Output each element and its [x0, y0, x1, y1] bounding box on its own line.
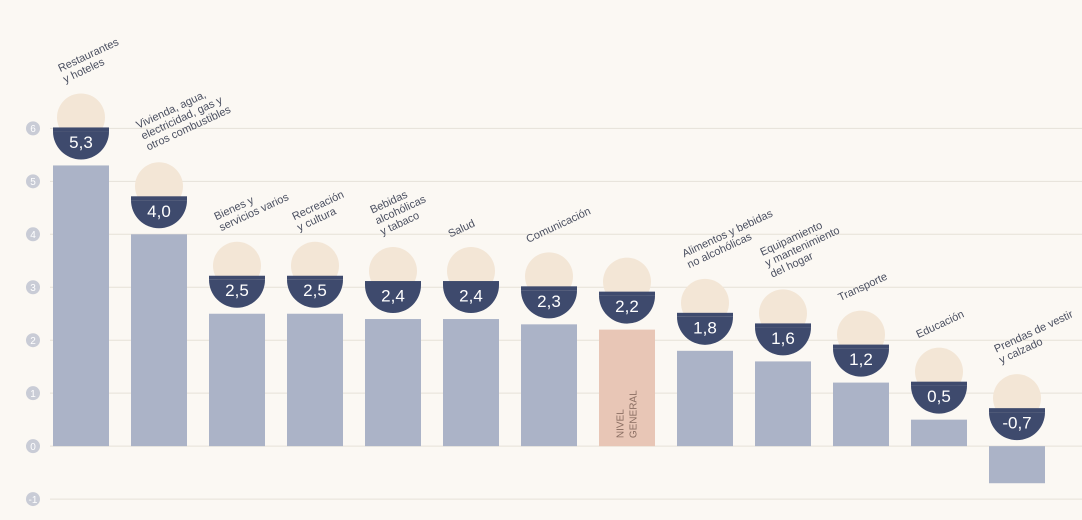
tick-badge	[26, 280, 40, 295]
value-badge-top	[131, 196, 187, 201]
value-label: 5,3	[69, 133, 93, 152]
value-label: 4,0	[147, 202, 171, 221]
category-label-line: Educación	[914, 308, 966, 341]
bar	[677, 350, 733, 447]
category-label: NIVEL GENERAL	[616, 390, 640, 438]
value-badge-top	[521, 286, 577, 291]
bar	[209, 313, 265, 447]
y-tick-label: 0	[30, 442, 36, 453]
value-label: 1,2	[849, 350, 873, 369]
category-label-line: Comunicación	[524, 205, 592, 245]
tick-badge	[26, 439, 40, 454]
tick-badge	[26, 174, 40, 189]
value-label: -0,7	[1002, 414, 1031, 433]
bar	[131, 234, 187, 447]
category-label: Educación	[914, 308, 966, 341]
value-badge	[833, 348, 889, 377]
bar	[599, 329, 655, 447]
bar	[989, 446, 1045, 484]
value-label: 1,6	[771, 329, 795, 348]
value-badge-top	[599, 291, 655, 296]
value-label: 2,4	[459, 287, 483, 306]
y-tick-label: 2	[30, 336, 36, 347]
bar	[833, 382, 889, 447]
value-badge-top	[365, 281, 421, 286]
tick-badge	[26, 227, 40, 242]
bar	[521, 324, 577, 447]
y-tick-label: 1	[30, 389, 36, 400]
y-tick-label: -1	[29, 495, 38, 506]
value-badge	[911, 385, 967, 414]
bar	[53, 165, 109, 447]
value-badge-top	[833, 344, 889, 349]
value-label: 2,5	[225, 281, 249, 300]
value-badge	[443, 285, 499, 314]
tick-badge	[26, 386, 40, 401]
value-badge-top	[755, 323, 811, 328]
value-label: 2,4	[381, 287, 405, 306]
value-badge-top	[443, 281, 499, 286]
bar	[911, 419, 967, 447]
bar	[287, 313, 343, 447]
tick-badge	[26, 121, 40, 136]
value-label: 2,5	[303, 281, 327, 300]
value-badge	[131, 200, 187, 229]
category-label-line: Salud	[446, 218, 477, 241]
value-badge	[53, 131, 109, 160]
y-tick-label: 5	[30, 177, 36, 188]
category-label: Comunicación	[524, 205, 592, 245]
value-badge-top	[989, 408, 1045, 413]
tick-badge	[26, 492, 40, 507]
value-badge	[677, 316, 733, 345]
y-tick-label: 3	[30, 283, 36, 294]
y-tick-label: 6	[30, 124, 36, 135]
bar	[443, 319, 499, 447]
value-label: 2,3	[537, 292, 561, 311]
tick-badge	[26, 333, 40, 348]
value-badge	[365, 285, 421, 314]
value-badge-top	[677, 312, 733, 317]
value-badge-top	[287, 275, 343, 280]
category-label-line: GENERAL	[629, 390, 640, 438]
value-badge-top	[911, 381, 967, 386]
value-badge-top	[209, 275, 265, 280]
value-badge	[755, 327, 811, 356]
value-label: 0,5	[927, 387, 951, 406]
category-label-line: NIVEL	[616, 409, 627, 438]
value-badge	[209, 279, 265, 308]
value-badge	[521, 290, 577, 319]
value-badge	[599, 295, 655, 324]
value-badge	[287, 279, 343, 308]
bar	[755, 361, 811, 447]
value-badge	[989, 412, 1045, 441]
bar	[365, 319, 421, 447]
category-label: Salud	[446, 218, 477, 241]
value-label: 1,8	[693, 318, 717, 337]
y-tick-label: 4	[30, 230, 36, 241]
value-label: 2,2	[615, 297, 639, 316]
value-badge-top	[53, 127, 109, 132]
category-label: Vivienda, agua,electricidad, gas yotros …	[134, 89, 233, 154]
